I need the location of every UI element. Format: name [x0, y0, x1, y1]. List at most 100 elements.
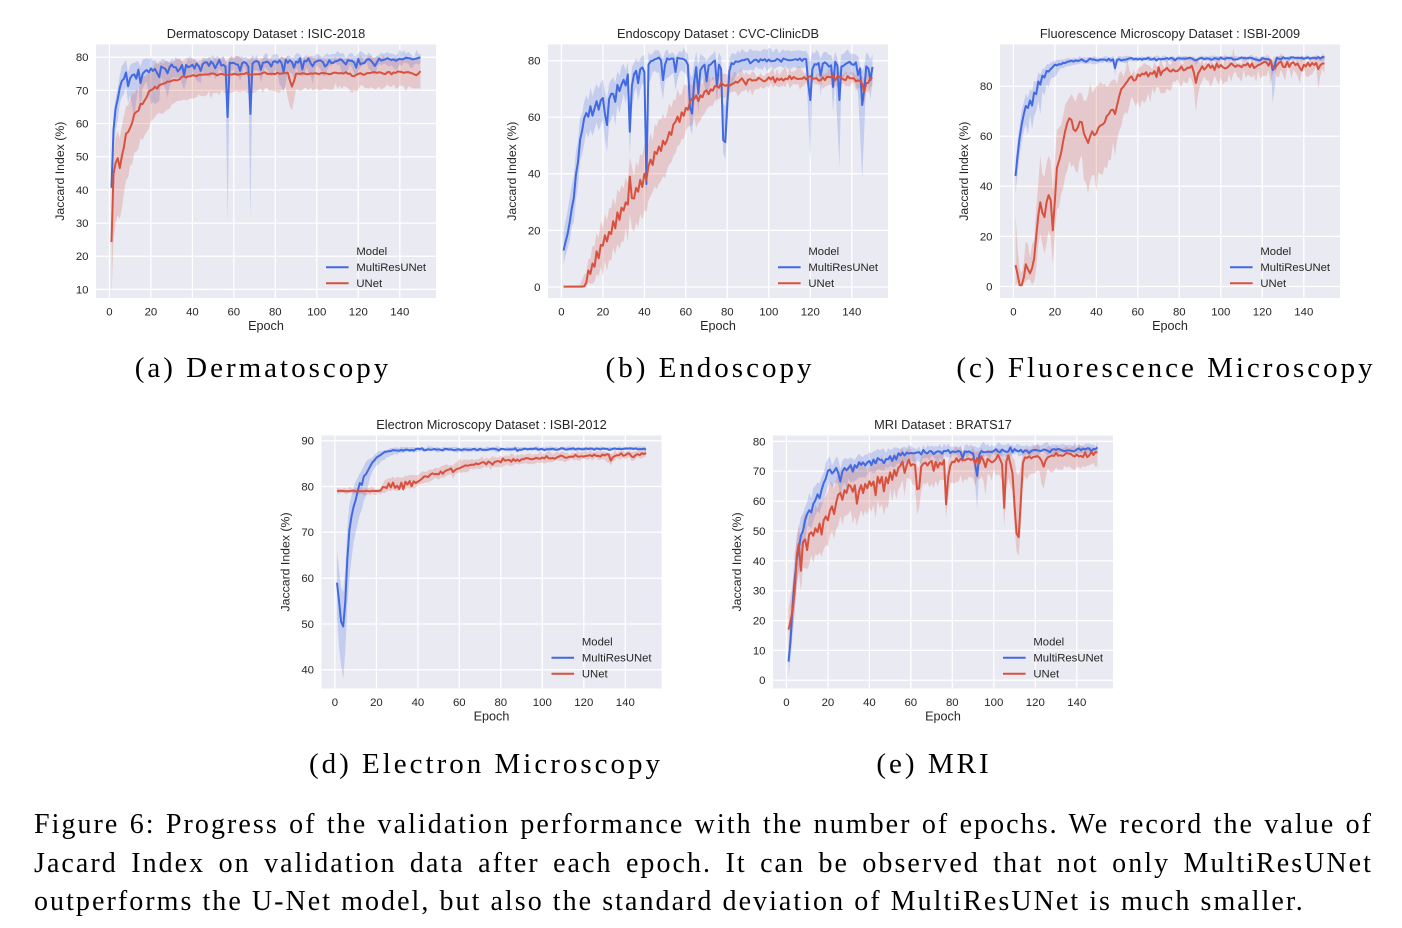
- svg-text:80: 80: [76, 52, 89, 64]
- svg-text:Jaccard Index (%): Jaccard Index (%): [730, 512, 744, 611]
- svg-text:UNet: UNet: [1260, 278, 1287, 290]
- svg-text:70: 70: [76, 85, 89, 97]
- svg-text:Jaccard Index (%): Jaccard Index (%): [505, 122, 519, 221]
- svg-text:Model: Model: [1260, 246, 1291, 258]
- svg-text:50: 50: [76, 152, 89, 164]
- svg-text:Dermatoscopy Dataset : ISIC-20: Dermatoscopy Dataset : ISIC-2018: [167, 26, 365, 41]
- svg-text:0: 0: [783, 697, 789, 709]
- svg-text:0: 0: [558, 307, 564, 319]
- svg-text:Model: Model: [808, 246, 839, 258]
- svg-text:80: 80: [301, 481, 314, 493]
- svg-text:60: 60: [528, 112, 541, 124]
- svg-text:MRI Dataset : BRATS17: MRI Dataset : BRATS17: [874, 417, 1012, 432]
- svg-text:60: 60: [301, 573, 314, 585]
- svg-text:60: 60: [904, 697, 917, 709]
- svg-text:80: 80: [946, 697, 959, 709]
- svg-text:0: 0: [1010, 307, 1016, 319]
- svg-text:UNet: UNet: [808, 278, 835, 290]
- svg-text:100: 100: [1211, 307, 1230, 319]
- svg-text:140: 140: [1294, 307, 1313, 319]
- svg-text:80: 80: [494, 697, 507, 709]
- svg-text:10: 10: [753, 645, 766, 657]
- svg-text:50: 50: [301, 619, 314, 631]
- svg-text:120: 120: [801, 307, 820, 319]
- svg-text:20: 20: [597, 307, 610, 319]
- svg-text:120: 120: [1026, 697, 1045, 709]
- svg-text:60: 60: [227, 307, 240, 319]
- svg-text:Jaccard Index (%): Jaccard Index (%): [278, 512, 292, 611]
- svg-text:100: 100: [533, 697, 552, 709]
- svg-text:70: 70: [301, 527, 314, 539]
- svg-text:140: 140: [1067, 697, 1086, 709]
- svg-text:120: 120: [574, 697, 593, 709]
- svg-text:90: 90: [301, 436, 314, 448]
- svg-text:0: 0: [332, 697, 338, 709]
- svg-text:40: 40: [186, 307, 199, 319]
- svg-text:MultiResUNet: MultiResUNet: [356, 262, 427, 274]
- svg-text:Epoch: Epoch: [1152, 319, 1188, 333]
- svg-text:20: 20: [753, 616, 766, 628]
- svg-text:70: 70: [753, 466, 766, 478]
- svg-text:Model: Model: [356, 246, 387, 258]
- svg-text:Jaccard Index (%): Jaccard Index (%): [53, 122, 67, 221]
- svg-text:40: 40: [301, 665, 314, 677]
- svg-text:40: 40: [638, 307, 651, 319]
- svg-text:100: 100: [984, 697, 1003, 709]
- svg-text:50: 50: [753, 526, 766, 538]
- svg-text:Fluorescence Microscopy Datase: Fluorescence Microscopy Dataset : ISBI-2…: [1040, 26, 1300, 41]
- svg-text:Model: Model: [1033, 637, 1064, 649]
- svg-text:80: 80: [1173, 307, 1186, 319]
- svg-text:30: 30: [76, 218, 89, 230]
- svg-text:0: 0: [534, 282, 540, 294]
- svg-text:0: 0: [759, 675, 765, 687]
- svg-text:40: 40: [753, 556, 766, 568]
- svg-text:40: 40: [412, 697, 425, 709]
- svg-text:40: 40: [1090, 307, 1103, 319]
- svg-text:80: 80: [721, 307, 734, 319]
- svg-text:140: 140: [616, 697, 635, 709]
- svg-text:0: 0: [106, 307, 112, 319]
- svg-text:60: 60: [453, 697, 466, 709]
- svg-text:80: 80: [753, 436, 766, 448]
- svg-text:UNet: UNet: [1033, 669, 1060, 681]
- svg-text:Model: Model: [582, 637, 613, 649]
- svg-text:MultiResUNet: MultiResUNet: [582, 653, 653, 665]
- svg-text:Jaccard Index (%): Jaccard Index (%): [957, 122, 971, 221]
- svg-text:Epoch: Epoch: [474, 710, 510, 724]
- svg-text:20: 20: [528, 225, 541, 237]
- svg-text:UNet: UNet: [582, 669, 609, 681]
- svg-text:Epoch: Epoch: [925, 710, 961, 724]
- svg-text:Epoch: Epoch: [248, 319, 284, 333]
- svg-text:20: 20: [76, 251, 89, 263]
- svg-text:MultiResUNet: MultiResUNet: [1260, 262, 1331, 274]
- svg-text:20: 20: [980, 231, 993, 243]
- svg-text:40: 40: [863, 697, 876, 709]
- svg-text:MultiResUNet: MultiResUNet: [1033, 653, 1104, 665]
- svg-text:60: 60: [679, 307, 692, 319]
- svg-text:0: 0: [986, 281, 992, 293]
- svg-text:100: 100: [759, 307, 778, 319]
- svg-text:100: 100: [307, 307, 326, 319]
- svg-text:60: 60: [753, 496, 766, 508]
- svg-text:140: 140: [390, 307, 409, 319]
- svg-text:10: 10: [76, 284, 89, 296]
- svg-text:Endoscopy Dataset : CVC-Clinic: Endoscopy Dataset : CVC-ClinicDB: [617, 26, 819, 41]
- svg-text:120: 120: [1253, 307, 1272, 319]
- svg-text:20: 20: [370, 697, 383, 709]
- svg-text:80: 80: [528, 56, 541, 68]
- svg-text:MultiResUNet: MultiResUNet: [808, 262, 879, 274]
- svg-text:20: 20: [822, 697, 835, 709]
- svg-text:20: 20: [145, 307, 158, 319]
- svg-text:40: 40: [980, 181, 993, 193]
- svg-text:80: 80: [980, 81, 993, 93]
- svg-text:80: 80: [269, 307, 282, 319]
- svg-text:60: 60: [980, 131, 993, 143]
- svg-text:30: 30: [753, 586, 766, 598]
- svg-text:120: 120: [349, 307, 368, 319]
- svg-text:UNet: UNet: [356, 278, 383, 290]
- svg-text:40: 40: [528, 169, 541, 181]
- svg-text:60: 60: [1131, 307, 1144, 319]
- svg-text:Electron Microscopy Dataset :: Electron Microscopy Dataset : ISBI-2012: [376, 417, 606, 432]
- svg-text:40: 40: [76, 185, 89, 197]
- svg-text:60: 60: [76, 118, 89, 130]
